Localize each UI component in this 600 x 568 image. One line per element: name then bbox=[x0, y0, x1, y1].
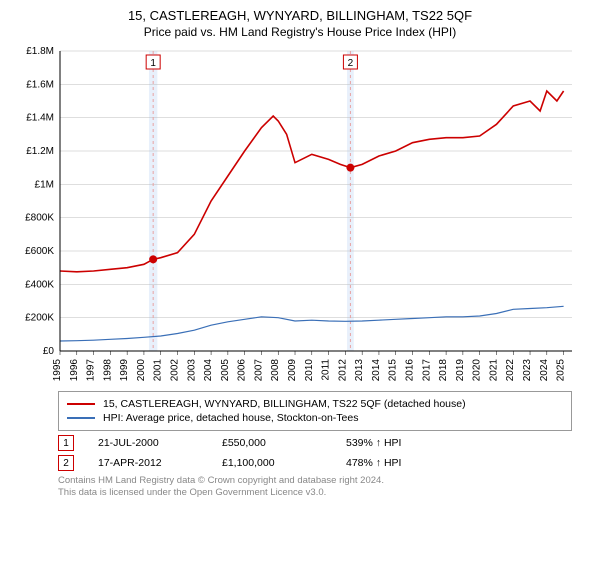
marker-date: 21-JUL-2000 bbox=[98, 437, 198, 449]
svg-text:2018: 2018 bbox=[438, 359, 449, 382]
svg-text:1996: 1996 bbox=[69, 359, 80, 382]
credit-line-2: This data is licensed under the Open Gov… bbox=[58, 487, 572, 499]
marker-badge: 1 bbox=[58, 435, 74, 451]
svg-text:£1.4M: £1.4M bbox=[26, 113, 54, 124]
svg-text:2006: 2006 bbox=[237, 359, 248, 382]
chart-svg: £0 £200K £400K £600K £800K £1M £1.2M £1.4M £1.6M… bbox=[12, 45, 582, 385]
svg-text:£600K: £600K bbox=[25, 246, 54, 257]
svg-text:2022: 2022 bbox=[505, 359, 516, 382]
svg-text:2014: 2014 bbox=[371, 359, 382, 382]
svg-text:1995: 1995 bbox=[52, 359, 63, 382]
marker-row: 1 21-JUL-2000 £550,000 539% ↑ HPI bbox=[58, 435, 572, 451]
legend: 15, CASTLEREAGH, WYNYARD, BILLINGHAM, TS… bbox=[58, 391, 572, 431]
svg-text:2003: 2003 bbox=[186, 359, 197, 382]
svg-text:£1.2M: £1.2M bbox=[26, 146, 54, 157]
svg-text:2000: 2000 bbox=[136, 359, 147, 382]
marker-row: 2 17-APR-2012 £1,100,000 478% ↑ HPI bbox=[58, 455, 572, 471]
legend-row: 15, CASTLEREAGH, WYNYARD, BILLINGHAM, TS… bbox=[67, 398, 563, 410]
svg-text:2020: 2020 bbox=[472, 359, 483, 382]
marker-hpi: 478% ↑ HPI bbox=[346, 457, 401, 469]
svg-text:£1.8M: £1.8M bbox=[26, 46, 54, 57]
svg-text:£200K: £200K bbox=[25, 313, 54, 324]
svg-text:£1M: £1M bbox=[35, 179, 54, 190]
legend-label: 15, CASTLEREAGH, WYNYARD, BILLINGHAM, TS… bbox=[103, 398, 466, 410]
svg-text:2024: 2024 bbox=[539, 359, 550, 382]
legend-swatch bbox=[67, 417, 95, 419]
marker-badge: 2 bbox=[58, 455, 74, 471]
svg-text:2017: 2017 bbox=[421, 359, 432, 382]
price-chart: £0 £200K £400K £600K £800K £1M £1.2M £1.4M £1.6M… bbox=[12, 45, 582, 385]
svg-text:2005: 2005 bbox=[220, 359, 231, 382]
svg-text:£800K: £800K bbox=[25, 213, 54, 224]
credit-line-1: Contains HM Land Registry data © Crown c… bbox=[58, 475, 572, 487]
page-subtitle: Price paid vs. HM Land Registry's House … bbox=[0, 25, 600, 39]
svg-text:2016: 2016 bbox=[405, 359, 416, 382]
svg-text:1: 1 bbox=[150, 58, 156, 69]
marker-price: £1,100,000 bbox=[222, 457, 322, 469]
svg-text:2002: 2002 bbox=[170, 359, 181, 382]
svg-text:2011: 2011 bbox=[321, 359, 332, 381]
svg-text:2025: 2025 bbox=[556, 359, 567, 382]
svg-text:2009: 2009 bbox=[287, 359, 298, 382]
svg-text:2010: 2010 bbox=[304, 359, 315, 382]
legend-swatch bbox=[67, 403, 95, 405]
svg-text:£400K: £400K bbox=[25, 279, 54, 290]
legend-label: HPI: Average price, detached house, Stoc… bbox=[103, 412, 358, 424]
marker-price: £550,000 bbox=[222, 437, 322, 449]
svg-text:2023: 2023 bbox=[522, 359, 533, 382]
svg-text:2008: 2008 bbox=[270, 359, 281, 382]
svg-text:2001: 2001 bbox=[153, 359, 164, 382]
svg-text:2: 2 bbox=[348, 58, 354, 69]
svg-text:2007: 2007 bbox=[253, 359, 264, 382]
legend-row: HPI: Average price, detached house, Stoc… bbox=[67, 412, 563, 424]
svg-text:2013: 2013 bbox=[354, 359, 365, 382]
marker-date: 17-APR-2012 bbox=[98, 457, 198, 469]
svg-text:1999: 1999 bbox=[119, 359, 130, 382]
svg-text:£0: £0 bbox=[43, 346, 55, 357]
credit: Contains HM Land Registry data © Crown c… bbox=[58, 475, 572, 500]
svg-text:£1.6M: £1.6M bbox=[26, 79, 54, 90]
marker-table: 1 21-JUL-2000 £550,000 539% ↑ HPI 2 17-APR-20… bbox=[58, 435, 572, 471]
marker-hpi: 539% ↑ HPI bbox=[346, 437, 401, 449]
svg-text:2012: 2012 bbox=[337, 359, 348, 382]
svg-text:1998: 1998 bbox=[102, 359, 113, 382]
svg-text:2015: 2015 bbox=[388, 359, 399, 382]
svg-text:1997: 1997 bbox=[86, 359, 97, 382]
svg-text:2019: 2019 bbox=[455, 359, 466, 382]
page-title: 15, CASTLEREAGH, WYNYARD, BILLINGHAM, TS… bbox=[0, 8, 600, 23]
svg-text:2021: 2021 bbox=[488, 359, 499, 382]
svg-text:2004: 2004 bbox=[203, 359, 214, 382]
